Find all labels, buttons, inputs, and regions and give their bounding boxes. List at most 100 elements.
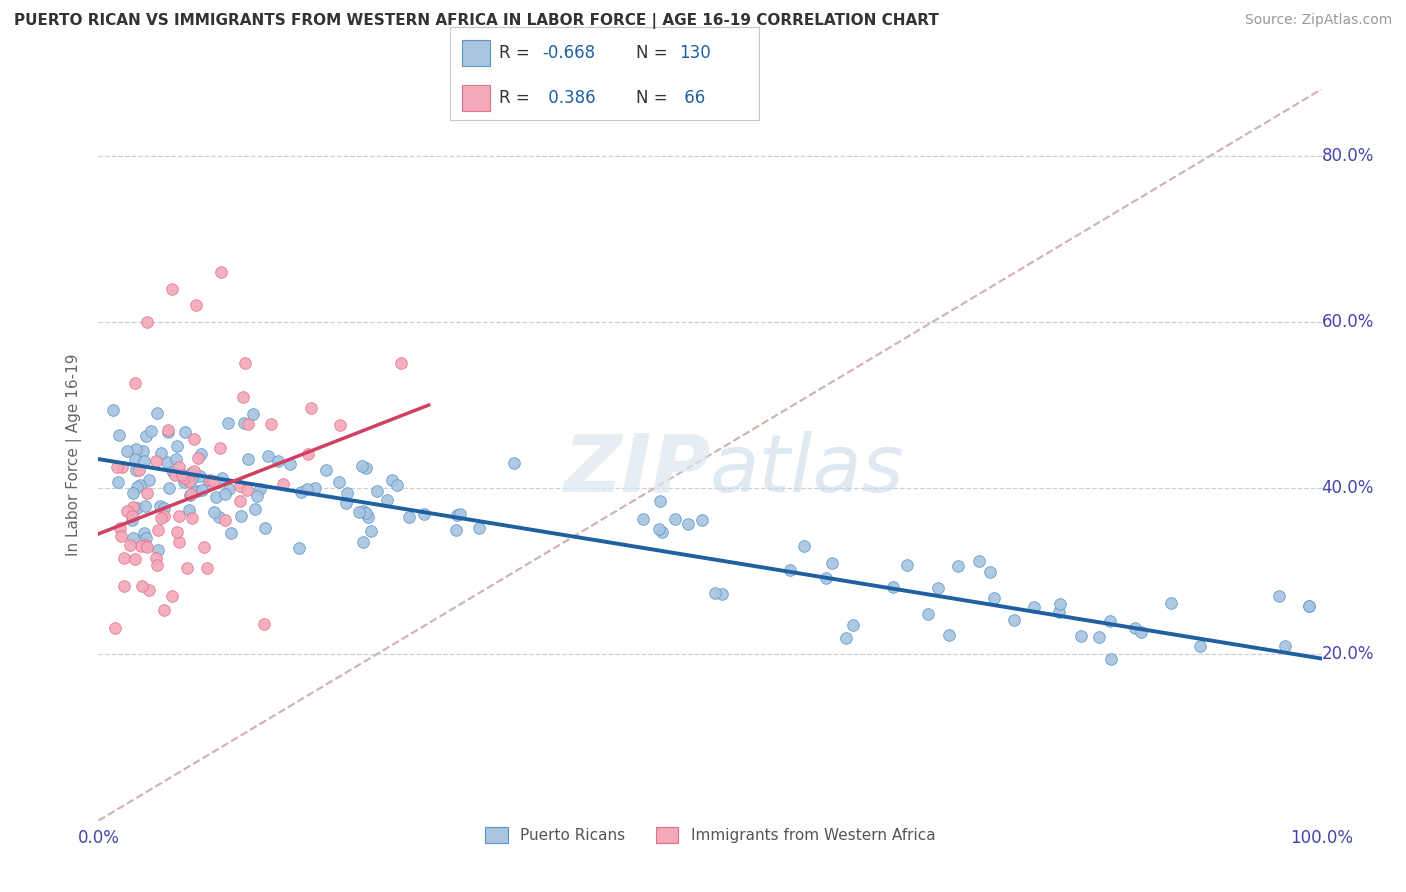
- Point: [138, 473, 160, 487]
- Point: [115, 444, 138, 458]
- Point: [180, 466, 202, 480]
- Point: [233, 356, 256, 370]
- Point: [288, 541, 311, 555]
- Point: [948, 559, 970, 574]
- Point: [354, 461, 377, 475]
- Point: [821, 556, 844, 570]
- Point: [357, 510, 380, 524]
- Point: [193, 541, 215, 555]
- Point: [969, 554, 991, 568]
- Point: [211, 471, 233, 485]
- Point: [146, 558, 169, 572]
- Point: [290, 484, 312, 499]
- Point: [179, 488, 201, 502]
- Point: [129, 478, 152, 492]
- Point: [385, 478, 408, 492]
- Point: [121, 508, 143, 523]
- Point: [198, 476, 221, 491]
- Point: [131, 579, 153, 593]
- Point: [366, 483, 388, 498]
- Point: [187, 451, 209, 466]
- Point: [219, 525, 242, 540]
- Point: [134, 499, 156, 513]
- Point: [979, 566, 1001, 580]
- Point: [208, 510, 231, 524]
- Point: [112, 579, 135, 593]
- Point: [186, 483, 208, 498]
- Point: [160, 589, 183, 603]
- Point: [117, 503, 139, 517]
- Text: 20.0%: 20.0%: [1322, 646, 1374, 664]
- Point: [1123, 621, 1146, 635]
- Point: [136, 485, 159, 500]
- Point: [1099, 652, 1122, 666]
- Point: [145, 551, 167, 566]
- Point: [191, 483, 214, 498]
- Point: [413, 508, 436, 522]
- Point: [304, 481, 326, 495]
- Point: [124, 551, 146, 566]
- Point: [793, 539, 815, 553]
- Point: [145, 406, 167, 420]
- Point: [1087, 630, 1109, 644]
- Point: [165, 451, 187, 466]
- Point: [132, 453, 155, 467]
- Point: [173, 475, 195, 490]
- Point: [186, 298, 208, 312]
- Point: [209, 265, 232, 279]
- Point: [1189, 639, 1212, 653]
- Point: [214, 513, 236, 527]
- Point: [166, 524, 188, 539]
- Point: [648, 522, 671, 536]
- Point: [676, 516, 699, 531]
- Text: 0.386: 0.386: [543, 89, 595, 107]
- Point: [107, 475, 129, 490]
- Text: atlas: atlas: [710, 431, 905, 508]
- Point: [121, 486, 143, 500]
- Point: [176, 560, 198, 574]
- Point: [183, 432, 205, 446]
- Point: [152, 508, 174, 523]
- Point: [446, 508, 468, 523]
- Text: N =: N =: [636, 44, 672, 62]
- Point: [156, 423, 179, 437]
- Text: PUERTO RICAN VS IMMIGRANTS FROM WESTERN AFRICA IN LABOR FORCE | AGE 16-19 CORREL: PUERTO RICAN VS IMMIGRANTS FROM WESTERN …: [14, 13, 939, 29]
- Point: [328, 475, 350, 489]
- Point: [1049, 597, 1071, 611]
- Point: [253, 617, 276, 632]
- Point: [391, 356, 413, 370]
- Point: [231, 508, 253, 523]
- Point: [173, 425, 195, 439]
- Point: [350, 458, 373, 473]
- Point: [160, 282, 183, 296]
- Point: [273, 477, 295, 491]
- Text: R =: R =: [499, 44, 536, 62]
- Point: [132, 526, 155, 541]
- Point: [835, 631, 858, 645]
- Point: [128, 463, 150, 477]
- Point: [1129, 625, 1152, 640]
- Point: [145, 454, 167, 468]
- Point: [101, 403, 124, 417]
- Point: [108, 521, 131, 535]
- Point: [204, 490, 226, 504]
- Point: [297, 482, 319, 496]
- Point: [214, 487, 236, 501]
- Point: [170, 468, 193, 483]
- Text: ZIP: ZIP: [562, 431, 710, 508]
- Point: [938, 628, 960, 642]
- Point: [217, 416, 239, 430]
- Point: [690, 513, 713, 527]
- Point: [1298, 599, 1320, 614]
- Point: [297, 447, 319, 461]
- Point: [354, 506, 377, 520]
- Point: [260, 417, 283, 431]
- Point: [105, 460, 128, 475]
- Point: [124, 376, 146, 391]
- Point: [121, 513, 143, 527]
- Point: [315, 462, 337, 476]
- Y-axis label: In Labor Force | Age 16-19: In Labor Force | Age 16-19: [66, 353, 83, 557]
- Point: [1268, 589, 1291, 603]
- Point: [135, 531, 157, 545]
- Text: 60.0%: 60.0%: [1322, 313, 1374, 331]
